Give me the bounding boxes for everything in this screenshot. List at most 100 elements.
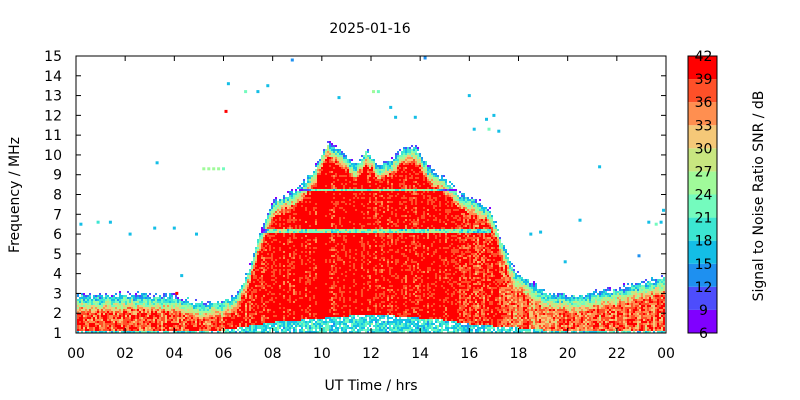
heatmap-cell xyxy=(243,285,245,287)
heatmap-cell xyxy=(301,257,303,259)
heatmap-cell xyxy=(249,285,251,287)
heatmap-cell xyxy=(275,259,277,261)
heatmap-cell xyxy=(229,327,231,329)
heatmap-cell xyxy=(133,311,135,313)
heatmap-cell xyxy=(277,327,279,329)
heatmap-cell xyxy=(91,315,93,317)
heatmap-cell xyxy=(175,297,177,299)
heatmap-cell xyxy=(325,275,327,277)
heatmap-cell xyxy=(171,317,173,319)
heatmap-cell xyxy=(259,233,261,235)
heatmap-cell xyxy=(219,311,221,313)
heatmap-cell xyxy=(265,285,267,287)
heatmap-cell xyxy=(239,289,241,291)
heatmap-cell xyxy=(301,279,303,281)
heatmap-cell xyxy=(329,251,331,253)
heatmap-cell xyxy=(283,225,285,227)
heatmap-cell xyxy=(157,319,159,321)
heatmap-cell xyxy=(151,307,153,309)
heatmap-cell xyxy=(93,305,95,307)
heatmap-cell xyxy=(281,245,283,247)
heatmap-cell xyxy=(193,317,195,319)
heatmap-cell xyxy=(165,323,167,325)
heatmap-cell xyxy=(305,225,307,227)
heatmap-cell xyxy=(255,327,257,329)
heatmap-cell xyxy=(223,323,225,325)
heatmap-cell xyxy=(297,203,299,205)
heatmap-cell xyxy=(125,305,127,307)
heatmap-cell xyxy=(321,261,323,263)
heatmap-cell xyxy=(269,327,271,329)
heatmap-cell xyxy=(125,307,127,309)
heatmap-cell xyxy=(233,321,235,323)
heatmap-cell xyxy=(225,321,227,323)
heatmap-cell xyxy=(129,309,131,311)
heatmap-cell xyxy=(309,301,311,303)
heatmap-cell xyxy=(239,295,241,297)
heatmap-cell xyxy=(245,309,247,311)
heatmap-cell xyxy=(129,319,131,321)
heatmap-cell xyxy=(287,329,289,331)
heatmap-cell xyxy=(305,267,307,269)
heatmap-cell xyxy=(323,193,325,195)
heatmap-cell xyxy=(335,191,337,193)
heatmap-cell xyxy=(153,319,155,321)
heatmap-cell xyxy=(341,213,343,215)
heatmap-cell xyxy=(145,293,147,295)
heatmap-cell xyxy=(301,307,303,309)
heatmap-cell xyxy=(303,261,305,263)
heatmap-cell xyxy=(281,237,283,239)
heatmap-cell xyxy=(263,239,265,241)
heatmap-cell xyxy=(299,245,301,247)
heatmap-cell xyxy=(91,317,93,319)
heatmap-cell xyxy=(329,213,331,215)
heatmap-cell xyxy=(343,207,345,209)
heatmap-cell xyxy=(295,213,297,215)
heatmap-cell xyxy=(261,323,263,325)
heatmap-cell xyxy=(265,225,267,227)
heatmap-cell xyxy=(337,271,339,273)
heatmap-cell xyxy=(341,153,343,155)
heatmap-cell xyxy=(341,219,343,221)
heatmap-cell xyxy=(313,331,315,333)
heatmap-cell xyxy=(301,283,303,285)
heatmap-cell xyxy=(263,299,265,301)
heatmap-cell xyxy=(263,251,265,253)
heatmap-cell xyxy=(81,321,83,323)
heatmap-cell xyxy=(315,267,317,269)
heatmap-cell xyxy=(337,267,339,269)
heatmap-cell xyxy=(205,315,207,317)
heatmap-cell xyxy=(103,303,105,305)
heatmap-cell xyxy=(297,259,299,261)
heatmap-cell xyxy=(175,311,177,313)
heatmap-cell xyxy=(295,237,297,239)
heatmap-cell xyxy=(327,265,329,267)
heatmap-cell xyxy=(341,265,343,267)
heatmap-cell xyxy=(131,323,133,325)
heatmap-cell xyxy=(329,157,331,159)
heatmap-cell xyxy=(123,321,125,323)
heatmap-cell xyxy=(83,309,85,311)
heatmap-cell xyxy=(311,237,313,239)
heatmap-cell xyxy=(307,331,309,333)
heatmap-cell xyxy=(267,285,269,287)
heatmap-cell xyxy=(313,253,315,255)
heatmap-cell xyxy=(273,269,275,271)
heatmap-cell xyxy=(167,329,169,331)
heatmap-cell xyxy=(233,325,235,327)
heatmap-cell xyxy=(339,151,341,153)
heatmap-cell xyxy=(309,193,311,195)
heatmap-cell xyxy=(337,207,339,209)
heatmap-cell xyxy=(281,229,283,231)
heatmap-cell xyxy=(287,259,289,261)
heatmap-cell xyxy=(311,179,313,181)
heatmap-cell xyxy=(87,323,89,325)
heatmap-cell xyxy=(181,311,183,313)
heatmap-cell xyxy=(255,281,257,283)
heatmap-cell xyxy=(149,303,151,305)
heatmap-cell xyxy=(291,251,293,253)
heatmap-cell xyxy=(333,287,335,289)
heatmap-cell xyxy=(149,307,151,309)
heatmap-cell xyxy=(291,317,293,319)
heatmap-cell xyxy=(275,251,277,253)
